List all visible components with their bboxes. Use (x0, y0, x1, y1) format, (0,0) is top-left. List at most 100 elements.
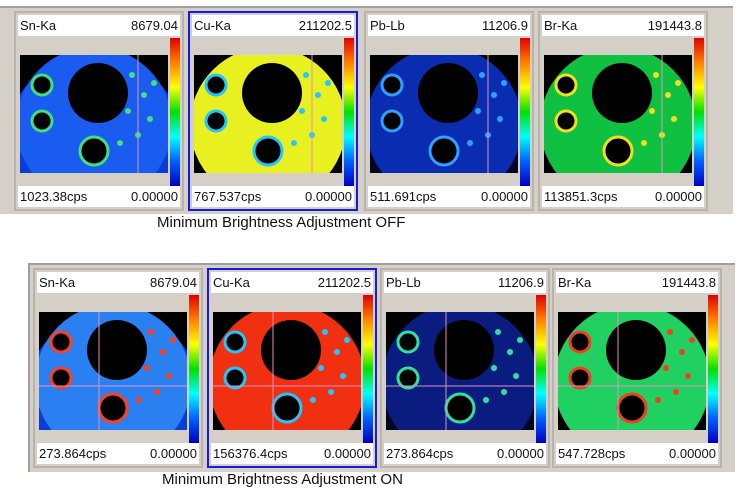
cps-value: 273.864cps (386, 446, 454, 461)
hole (616, 392, 648, 424)
element-map-image[interactable] (20, 55, 168, 173)
panel-header: Pb-Lb 11206.9 (368, 15, 530, 36)
feature-dots (655, 329, 695, 403)
max-value: 8679.04 (131, 18, 178, 33)
hole (223, 330, 247, 354)
hole (223, 366, 247, 390)
hole (380, 73, 404, 97)
panel-footer: 113851.3cps 0.00000 (542, 186, 704, 207)
element-label: Sn-Ka (39, 275, 76, 290)
cps-value: 511.691cps (370, 189, 437, 204)
element-map-panel[interactable]: Pb-Lb 11206.9 273.864cps 0.00000 (380, 268, 550, 468)
hole (30, 73, 54, 97)
color-scale-bar (520, 38, 530, 186)
element-map-panel[interactable]: Sn-Ka 8679.04 1023.38cps 0.00000 (14, 11, 184, 211)
max-value: 11206.9 (481, 18, 528, 33)
min-value: 0.00000 (131, 189, 178, 204)
feature-dots (641, 72, 681, 146)
cps-value: 767.537cps (194, 189, 262, 204)
max-value: 211202.5 (317, 275, 371, 290)
cps-value: 156376.4cps (213, 446, 288, 461)
hole (49, 366, 73, 390)
hole (396, 366, 420, 390)
element-map-panel[interactable]: Sn-Ka 8679.04 273.864cps 0.00000 (33, 268, 203, 468)
cps-value: 113851.3cps (544, 189, 618, 204)
hole (204, 109, 228, 133)
color-scale-bar (363, 295, 373, 443)
element-map-panel[interactable]: Cu-Ka 211202.5 767.537cps 0.00000 (188, 11, 358, 211)
hole (68, 63, 128, 123)
panel-footer: 511.691cps 0.00000 (368, 186, 530, 207)
hole (606, 320, 666, 380)
element-label: Cu-Ka (213, 275, 250, 290)
feature-dots (483, 329, 523, 403)
min-value: 0.00000 (655, 189, 702, 204)
caption-on: Minimum Brightness Adjustment ON (162, 471, 403, 488)
element-map-panel[interactable]: Br-Ka 191443.8 113851.3cps 0.00000 (538, 11, 708, 211)
element-map-panel[interactable]: Pb-Lb 11206.9 511.691cps 0.00000 (364, 11, 534, 211)
panel-header: Br-Ka 191443.8 (556, 272, 718, 293)
map-graphic (194, 55, 342, 173)
map-window-on: Sn-Ka 8679.04 273.864cps 0.00000 Cu-Ka 2… (28, 263, 735, 472)
min-value: 0.00000 (497, 446, 544, 461)
hole (428, 135, 460, 167)
element-map-image[interactable] (194, 55, 342, 173)
element-map-image[interactable] (558, 312, 706, 430)
hole (396, 330, 420, 354)
hole (97, 392, 129, 424)
element-map-image[interactable] (213, 312, 361, 430)
element-label: Br-Ka (544, 18, 578, 33)
hole (242, 63, 302, 123)
element-map-image[interactable] (386, 312, 534, 430)
map-window-off: Sn-Ka 8679.04 1023.38cps 0.00000 Cu-Ka 2… (0, 6, 733, 214)
panel-footer: 273.864cps 0.00000 (384, 443, 546, 464)
max-value: 191443.8 (647, 18, 702, 33)
map-graphic (39, 312, 187, 430)
panel-footer: 273.864cps 0.00000 (37, 443, 199, 464)
panel-header: Pb-Lb 11206.9 (384, 272, 546, 293)
panel-footer: 547.728cps 0.00000 (556, 443, 718, 464)
hole (418, 63, 478, 123)
color-scale-bar (344, 38, 354, 186)
element-map-image[interactable] (370, 55, 518, 173)
cps-value: 547.728cps (558, 446, 626, 461)
hole (444, 392, 476, 424)
map-graphic (213, 312, 361, 430)
element-map-panel[interactable]: Cu-Ka 211202.5 156376.4cps 0.00000 (207, 268, 377, 468)
panel-header: Cu-Ka 211202.5 (211, 272, 373, 293)
panel-header: Cu-Ka 211202.5 (192, 15, 354, 36)
cps-value: 1023.38cps (20, 189, 88, 204)
min-value: 0.00000 (481, 189, 528, 204)
element-label: Pb-Lb (386, 275, 421, 290)
element-label: Br-Ka (558, 275, 592, 290)
map-graphic (386, 312, 534, 430)
element-label: Sn-Ka (20, 18, 57, 33)
feature-dots (467, 72, 507, 146)
hole (49, 330, 73, 354)
panel-header: Sn-Ka 8679.04 (18, 15, 180, 36)
feature-dots (136, 329, 176, 403)
hole (380, 109, 404, 133)
map-graphic (20, 55, 168, 173)
hole (87, 320, 147, 380)
max-value: 11206.9 (497, 275, 544, 290)
hole (554, 73, 578, 97)
panel-header: Sn-Ka 8679.04 (37, 272, 199, 293)
panel-footer: 1023.38cps 0.00000 (18, 186, 180, 207)
hole (252, 135, 284, 167)
max-value: 191443.8 (661, 275, 716, 290)
map-graphic (544, 55, 692, 173)
map-graphic (370, 55, 518, 173)
panel-footer: 156376.4cps 0.00000 (211, 443, 373, 464)
element-map-panel[interactable]: Br-Ka 191443.8 547.728cps 0.00000 (552, 268, 722, 468)
hole (261, 320, 321, 380)
hole (204, 73, 228, 97)
hole (592, 63, 652, 123)
min-value: 0.00000 (324, 446, 371, 461)
panel-header: Br-Ka 191443.8 (542, 15, 704, 36)
hole (78, 135, 110, 167)
element-map-image[interactable] (39, 312, 187, 430)
element-map-image[interactable] (544, 55, 692, 173)
hole (602, 135, 634, 167)
color-scale-bar (170, 38, 180, 186)
